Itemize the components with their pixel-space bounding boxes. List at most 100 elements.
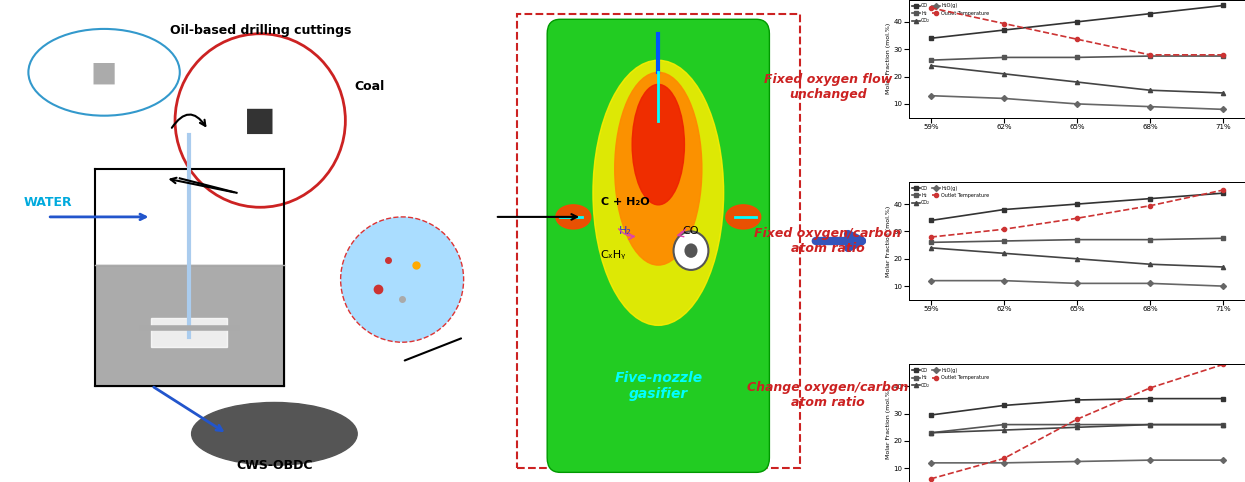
Text: CₓHᵧ: CₓHᵧ <box>600 251 625 260</box>
H₂ <box>996 54 1011 60</box>
H₂ <box>924 57 939 63</box>
H₂ <box>1215 235 1230 241</box>
H₂O(g) <box>1069 281 1084 286</box>
Ellipse shape <box>557 205 590 229</box>
Outlet Temperature <box>996 227 1011 232</box>
Line: Outlet Temperature: Outlet Temperature <box>929 6 1225 57</box>
H₂ <box>1143 422 1158 428</box>
Line: Outlet Temperature: Outlet Temperature <box>929 362 1225 481</box>
CO₂ <box>1069 425 1084 430</box>
Outlet Temperature <box>996 21 1011 27</box>
Line: CO₂: CO₂ <box>929 64 1225 95</box>
CO₂ <box>1143 422 1158 428</box>
H₂O(g) <box>1143 104 1158 109</box>
Text: CO: CO <box>682 227 700 236</box>
CO₂ <box>1069 256 1084 262</box>
Line: CO: CO <box>929 191 1225 223</box>
Line: H₂: H₂ <box>929 423 1225 435</box>
CO <box>1215 190 1230 196</box>
Text: Five-nozzle
gasifier: Five-nozzle gasifier <box>614 371 702 401</box>
H₂O(g) <box>924 93 939 99</box>
H₂O(g) <box>1215 283 1230 289</box>
Outlet Temperature <box>996 455 1011 461</box>
Ellipse shape <box>615 72 702 265</box>
H₂ <box>924 240 939 245</box>
H₂ <box>1143 53 1158 59</box>
Text: Fixed oxygen flow
unchanged: Fixed oxygen flow unchanged <box>763 73 893 101</box>
H₂O(g) <box>996 95 1011 101</box>
Line: CO: CO <box>929 3 1225 40</box>
Y-axis label: Molar Fraction (mol.%): Molar Fraction (mol.%) <box>886 23 891 94</box>
CO <box>1069 19 1084 25</box>
Line: H₂: H₂ <box>929 54 1225 62</box>
Text: H₂: H₂ <box>619 227 632 236</box>
CO₂ <box>996 427 1011 433</box>
Outlet Temperature <box>924 5 939 11</box>
H₂ <box>996 238 1011 244</box>
CO <box>1215 396 1230 402</box>
Ellipse shape <box>593 60 723 325</box>
Outlet Temperature <box>1143 385 1158 391</box>
H₂ <box>1069 422 1084 428</box>
H₂ <box>1143 237 1158 242</box>
H₂O(g) <box>1215 457 1230 463</box>
H₂O(g) <box>1143 281 1158 286</box>
Line: CO₂: CO₂ <box>929 423 1225 435</box>
CO₂ <box>996 71 1011 77</box>
Ellipse shape <box>726 205 761 229</box>
FancyBboxPatch shape <box>548 19 769 472</box>
Outlet Temperature <box>1069 36 1084 42</box>
Circle shape <box>685 243 697 258</box>
Text: WATER: WATER <box>24 196 72 209</box>
Outlet Temperature <box>1069 215 1084 221</box>
Outlet Temperature <box>1215 187 1230 193</box>
CO <box>1069 397 1084 403</box>
Outlet Temperature <box>1143 203 1158 209</box>
H₂ <box>1069 237 1084 242</box>
Outlet Temperature <box>924 234 939 240</box>
CO₂ <box>924 63 939 68</box>
Line: CO: CO <box>929 397 1225 417</box>
Text: Fixed oxygen/carbon
atom ratio: Fixed oxygen/carbon atom ratio <box>754 227 901 255</box>
CO <box>1215 2 1230 8</box>
Text: ■: ■ <box>91 58 117 86</box>
H₂ <box>1215 53 1230 59</box>
Circle shape <box>674 231 708 270</box>
H₂O(g) <box>924 460 939 466</box>
CO <box>1143 196 1158 201</box>
Outlet Temperature <box>924 476 939 482</box>
H₂O(g) <box>1069 458 1084 464</box>
H₂O(g) <box>924 278 939 283</box>
Circle shape <box>341 217 463 342</box>
Ellipse shape <box>632 84 685 205</box>
H₂ <box>1069 54 1084 60</box>
Outlet Temperature <box>1143 52 1158 58</box>
CO₂ <box>1215 264 1230 270</box>
H₂O(g) <box>1069 101 1084 107</box>
H₂ <box>1215 422 1230 428</box>
Legend: CO, H₂, CO₂, H₂O(g), Outlet Temperature: CO, H₂, CO₂, H₂O(g), Outlet Temperature <box>911 185 990 206</box>
Legend: CO, H₂, CO₂, H₂O(g), Outlet Temperature: CO, H₂, CO₂, H₂O(g), Outlet Temperature <box>911 2 990 24</box>
Line: H₂O(g): H₂O(g) <box>929 94 1225 111</box>
Ellipse shape <box>192 402 357 465</box>
Text: Oil-based drilling cuttings: Oil-based drilling cuttings <box>169 24 351 37</box>
Line: CO₂: CO₂ <box>929 246 1225 269</box>
Outlet Temperature <box>1069 416 1084 422</box>
H₂O(g) <box>996 278 1011 283</box>
CO₂ <box>1215 90 1230 96</box>
CO <box>1069 201 1084 207</box>
CO₂ <box>924 430 939 436</box>
CO <box>996 402 1011 408</box>
Outlet Temperature <box>1215 362 1230 367</box>
CO₂ <box>996 251 1011 256</box>
Text: ■: ■ <box>244 104 276 137</box>
CO <box>996 27 1011 33</box>
CO₂ <box>1143 261 1158 267</box>
Bar <box>152 318 227 347</box>
Bar <box>517 14 801 468</box>
CO <box>996 207 1011 213</box>
CO₂ <box>1069 79 1084 85</box>
H₂ <box>996 422 1011 428</box>
Polygon shape <box>95 265 284 386</box>
CO <box>1143 11 1158 16</box>
